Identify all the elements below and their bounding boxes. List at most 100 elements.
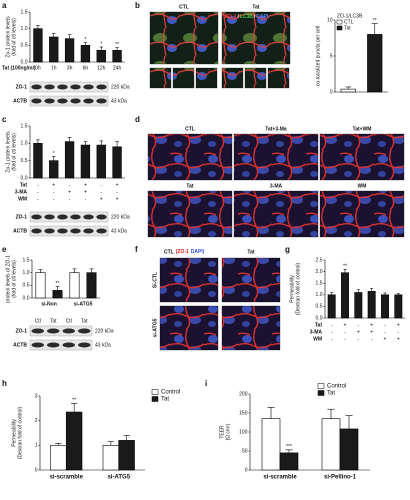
blot-band (31, 214, 42, 220)
y-axis-label: Permeability (289, 275, 295, 303)
y-axis-label: TEER (219, 425, 225, 439)
legend-swatch (151, 389, 159, 395)
bar (50, 445, 67, 471)
y-axis-label: (Dextran fold of control) (295, 263, 301, 316)
bar (33, 28, 43, 63)
y-axis-label: (fold of ctl levels) (11, 18, 17, 56)
y-tick-label: 0.5 (21, 158, 28, 164)
y-tick-label: 1 (35, 443, 38, 449)
band-name: ZO-1 (16, 328, 28, 334)
micrograph-label: Tat (186, 183, 193, 189)
bar (69, 272, 80, 299)
y-tick-label: 2 (35, 418, 38, 424)
treatment-sign: - (344, 336, 346, 342)
y-axis-label: co-localized puncta per cell (315, 26, 321, 86)
x-tick-label: si-ATG5 (107, 475, 130, 481)
treatment-sign: + (357, 329, 360, 335)
bar (35, 272, 46, 299)
legend-title: ZO-1/LC3B (337, 13, 363, 19)
y-tick-label: 1.5 (316, 281, 323, 287)
significance: ** (72, 398, 76, 404)
stain-name: (ZO-1 (176, 249, 189, 255)
treatment-sign: - (384, 322, 386, 328)
micrograph (221, 11, 291, 65)
group-label: si-ATG5 (74, 301, 93, 307)
treatment-sign: - (37, 196, 39, 202)
y-tick-label: 200 (239, 391, 248, 397)
treatment-sign: - (53, 196, 55, 202)
micrograph-label: WM (358, 183, 367, 189)
bar (49, 36, 59, 63)
treatment-sign: + (116, 182, 119, 188)
micrograph (233, 190, 319, 238)
micrograph-label: Tat (252, 4, 259, 10)
treatment-sign: + (100, 196, 103, 202)
treatment-sign: + (68, 189, 71, 195)
bar (339, 428, 359, 471)
blot-band (31, 228, 42, 234)
micrograph (147, 133, 233, 181)
micrograph (172, 67, 195, 89)
y-tick-label: 1.5 (21, 9, 28, 15)
y-tick-label: 5 (330, 53, 333, 59)
bar (394, 294, 403, 319)
treatment-sign: - (100, 182, 102, 188)
blot-band (83, 98, 94, 104)
blot-band (83, 228, 94, 234)
y-axis-label: Zo-1 protein levels (5, 16, 11, 58)
panel-label: g (285, 245, 290, 254)
blot-band (96, 214, 107, 220)
bar (49, 160, 59, 179)
micrograph (195, 67, 218, 89)
legend-label: CTL (344, 19, 354, 25)
treatment-sign: - (100, 189, 102, 195)
bar (65, 411, 83, 471)
treatment-label: 3-MA (310, 329, 323, 335)
stain-name: DAPI (256, 14, 269, 20)
legend-label: Tat (161, 397, 169, 403)
band-size: 220 kDa (111, 214, 130, 220)
micrograph (233, 133, 319, 181)
bar (341, 272, 349, 319)
y-axis-label: protein levels of ZO-1 (5, 255, 11, 303)
lane-label: Ctl (35, 318, 41, 324)
x-axis-label: Tat (100ng/ml) (2, 65, 36, 71)
x-tick-label: 24h (113, 65, 122, 71)
bar (96, 50, 106, 63)
y-axis-label: Permeability (11, 419, 17, 447)
bar (102, 445, 120, 471)
group-label: si-Non (41, 301, 57, 307)
bar (86, 272, 97, 299)
blot-band (70, 84, 81, 90)
x-tick-label: si-scramble (263, 475, 297, 481)
treatment-label: Tat (315, 322, 322, 328)
treatment-sign: - (37, 189, 39, 195)
micrograph (267, 67, 290, 89)
y-tick-label: 1.5 (21, 123, 28, 129)
micrograph-label: 3-MA (270, 183, 283, 189)
blot-band (70, 214, 81, 220)
band-size: 220 kDa (95, 328, 114, 334)
bar (112, 50, 122, 63)
treatment-sign: - (53, 189, 55, 195)
band-name: ZO-1 (16, 214, 28, 220)
lane-label: Tat (81, 318, 88, 324)
micrograph-label: Tat+WM (353, 126, 372, 132)
treatment-sign: - (397, 329, 399, 335)
treatment-sign: - (116, 189, 118, 195)
treatment-sign: + (397, 336, 400, 342)
bar (112, 146, 122, 179)
y-axis-label: (Ω.cm²) (225, 423, 231, 440)
micrograph-label: Tat (247, 249, 254, 255)
blot-strip (29, 225, 109, 237)
panel-label: h (2, 379, 7, 388)
band-size: 43 kDa (95, 342, 111, 348)
legend-swatch (317, 390, 325, 396)
significance: * (53, 151, 55, 157)
bar (80, 144, 91, 179)
treatment-sign: - (357, 322, 359, 328)
micrograph (244, 67, 267, 89)
treatment-label: 3-MA (15, 189, 28, 195)
bar (64, 141, 75, 179)
blot-band (83, 214, 94, 220)
